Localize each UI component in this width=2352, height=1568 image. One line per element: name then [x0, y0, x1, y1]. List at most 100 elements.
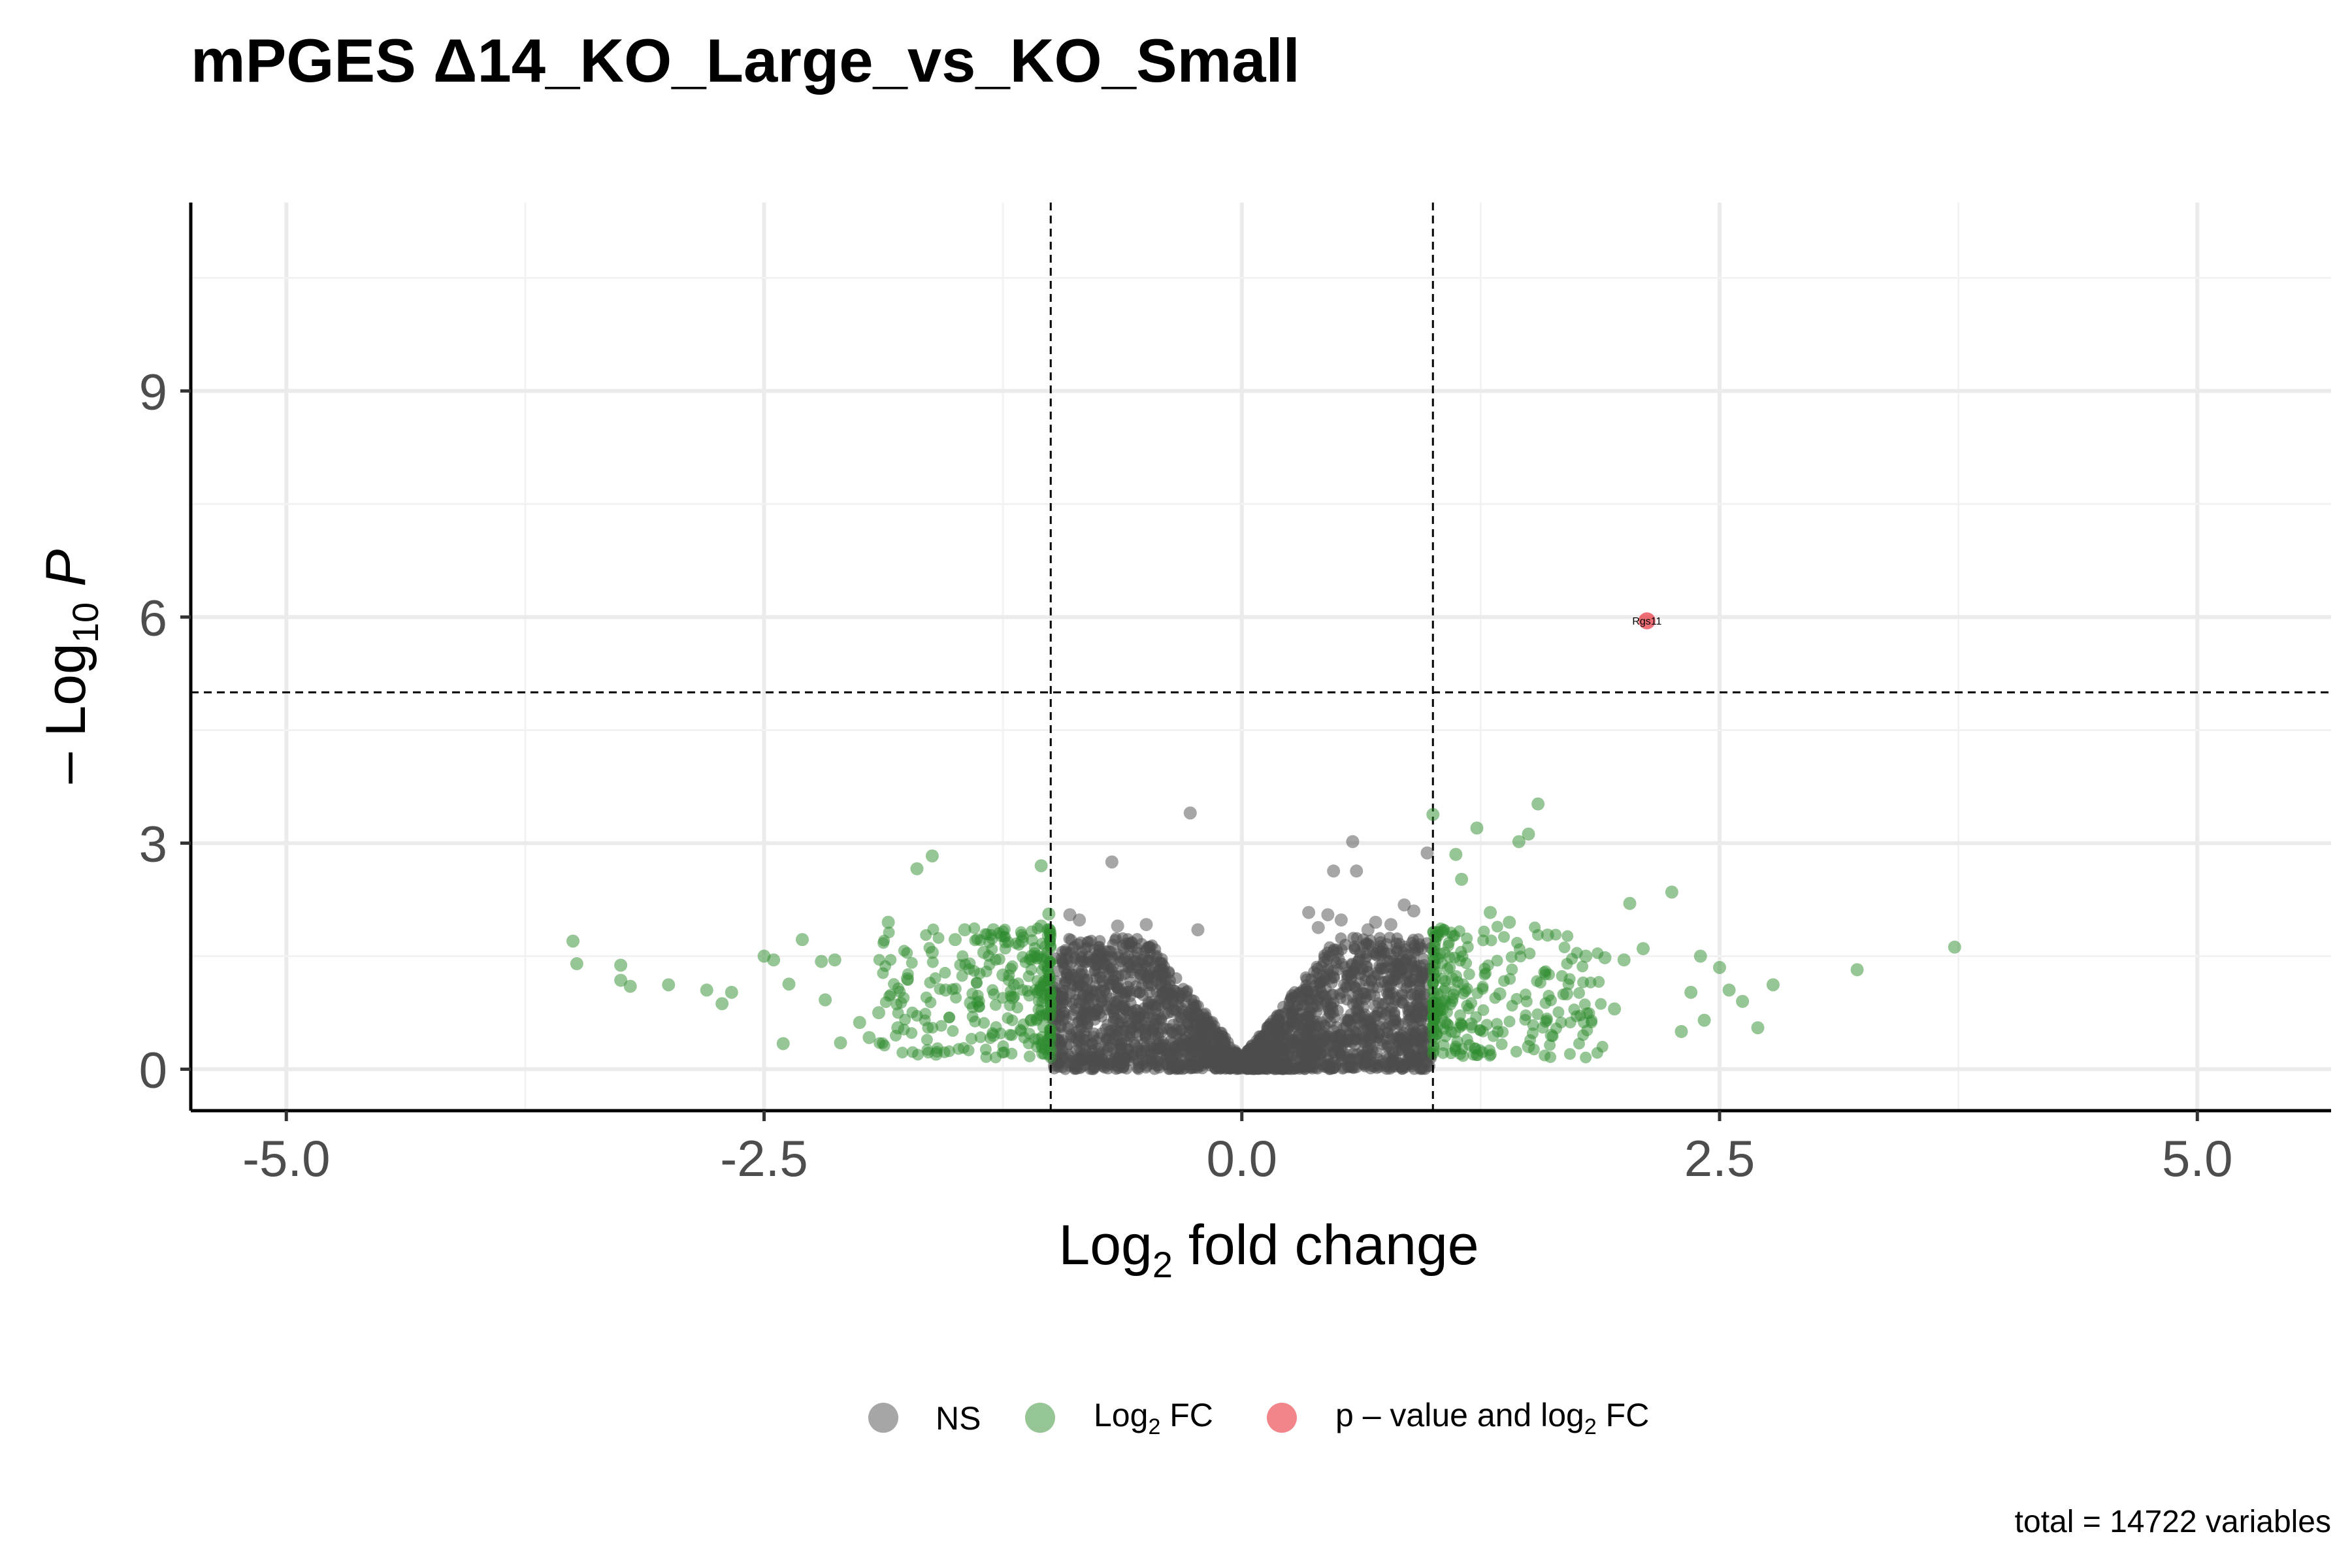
ns-density-point [1377, 1054, 1389, 1067]
log2fc-density-point [1578, 998, 1591, 1011]
log2fc-point [1522, 827, 1535, 841]
ns-point [1384, 918, 1397, 932]
ns-density-point [1391, 932, 1403, 945]
log2fc-point [1637, 941, 1650, 955]
ns-density-point [1380, 962, 1392, 974]
log2fc-density-point [1485, 934, 1497, 947]
log2fc-density-point [1448, 930, 1461, 942]
ns-density-point [1292, 1019, 1305, 1031]
legend-label-ns: NS [936, 1400, 981, 1437]
log2fc-point [1736, 994, 1750, 1008]
log2fc-density-point [1498, 931, 1511, 943]
ns-density-point [1213, 1032, 1225, 1045]
ns-point [1073, 913, 1086, 927]
log2fc-density-point [1449, 1026, 1462, 1039]
ns-density-point [1354, 952, 1366, 964]
y-tick-label: 6 [139, 589, 167, 646]
log2fc-density-point [1023, 1050, 1036, 1062]
log2fc-density-point [921, 1034, 933, 1046]
y-axis-title-sub: 10 [65, 602, 106, 643]
cutoff-lines [191, 203, 2331, 1111]
log2fc-point [662, 978, 676, 992]
log2fc-density-point [877, 1037, 889, 1049]
log2fc-density-point [1544, 1039, 1556, 1051]
total-variables-caption: total = 14722 variables [2015, 1505, 2331, 1539]
log2fc-density-point [1460, 957, 1473, 970]
ns-density-point [1349, 1011, 1362, 1023]
log2fc-density-point [1529, 921, 1541, 934]
ns-density-point [1232, 1054, 1245, 1066]
log2fc-density-point [947, 1025, 959, 1037]
ns-density-point [1078, 973, 1090, 985]
ns-density-point [1162, 997, 1174, 1009]
log2fc-density-point [1563, 1048, 1576, 1060]
log2fc-density-point [1471, 987, 1484, 1000]
ns-density-point [1130, 1011, 1143, 1024]
ns-density-point [1150, 1034, 1162, 1047]
ns-point-cloud [1047, 932, 1437, 1075]
ns-density-point [1085, 1063, 1097, 1075]
log2fc-point [987, 1028, 1000, 1042]
legend-label-log2fc: Log2 FC [1094, 1397, 1213, 1439]
ns-density-point [1354, 993, 1367, 1005]
ns-point [1334, 913, 1348, 927]
ns-density-point [1298, 998, 1311, 1011]
ns-point [1139, 918, 1153, 932]
log2fc-density-point [1573, 1037, 1585, 1050]
log2fc-density-point [1045, 1031, 1057, 1043]
log2fc-point [570, 957, 583, 971]
log2fc-density-point [979, 1043, 992, 1056]
ns-density-point [1098, 962, 1111, 974]
log2fc-point [1722, 983, 1736, 997]
log2fc-point [862, 1031, 876, 1045]
log2fc-point [1713, 960, 1726, 974]
log2fc-density-point [1007, 979, 1020, 991]
log2fc-density-point [1510, 1045, 1522, 1058]
log2fc-density-point [1497, 1026, 1509, 1038]
ns-density-point [1380, 1007, 1393, 1019]
log2fc-density-point [935, 1020, 947, 1032]
ns-density-point [1396, 987, 1409, 1000]
log2fc-density-point [1461, 932, 1473, 945]
log2fc-point [1015, 934, 1029, 948]
ns-density-point [1416, 942, 1428, 955]
log2fc-density-point [922, 1022, 934, 1034]
ns-density-point [1311, 1045, 1323, 1058]
log2fc-point [776, 1037, 790, 1051]
log2fc-density-point [973, 968, 986, 980]
ns-density-point [1389, 1060, 1401, 1073]
log2fc-density-point [989, 954, 1002, 966]
ns-density-point [1328, 972, 1341, 984]
log2fc-density-point [1506, 963, 1518, 975]
ns-density-point [1101, 1034, 1113, 1047]
ns-density-point [1167, 1019, 1179, 1031]
log2fc-point [1560, 987, 1573, 1001]
legend-label-log2fc-sub: 2 [1148, 1414, 1160, 1439]
log2fc-density-point [969, 934, 981, 947]
log2fc-density-point [1005, 1029, 1018, 1041]
log2fc-density-point [1577, 976, 1590, 988]
ns-density-point [1102, 1059, 1115, 1071]
log2fc-point [767, 953, 781, 967]
y-tick-label: 3 [139, 815, 167, 872]
log2fc-density-point [920, 929, 932, 941]
ns-density-point [1224, 1041, 1236, 1053]
ns-density-point [1104, 979, 1117, 991]
ns-point [1350, 864, 1364, 878]
y-tick-label: 9 [139, 363, 167, 420]
log2fc-density-point [932, 932, 945, 944]
log2fc-density-point [899, 1013, 911, 1026]
log2fc-density-point [1482, 959, 1494, 972]
ns-density-point [1406, 1060, 1418, 1073]
ns-density-point [1286, 993, 1298, 1005]
log2fc-density-point [885, 954, 897, 966]
x-axis-title-main: Log [1058, 1214, 1152, 1277]
ns-density-point [1373, 1034, 1386, 1047]
ns-density-point [1215, 1062, 1228, 1074]
log2fc-density-point [1526, 1027, 1539, 1039]
ns-density-point [1318, 951, 1331, 964]
log2fc-point [925, 849, 939, 863]
log2fc-density-point [1477, 1025, 1489, 1037]
ns-density-point [1333, 1047, 1346, 1059]
ns-point [1063, 908, 1077, 922]
